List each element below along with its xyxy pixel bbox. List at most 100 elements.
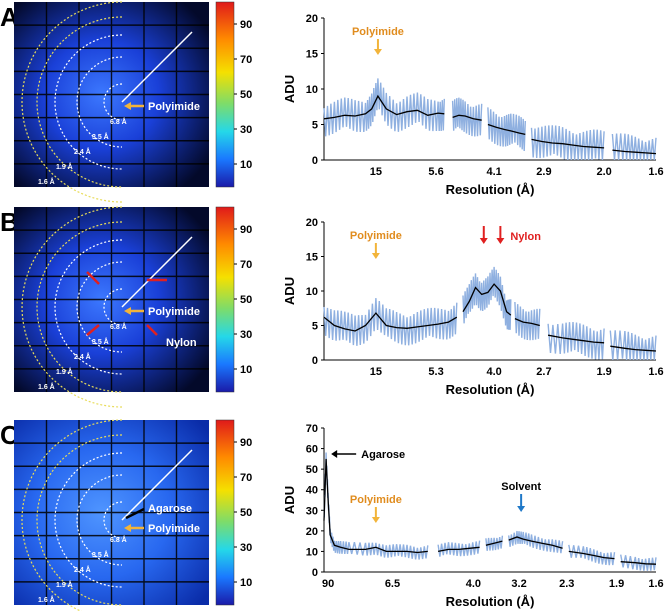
series-spread xyxy=(323,452,429,560)
y-tick-label: 0 xyxy=(312,155,318,167)
y-tick-label: 50 xyxy=(306,464,318,476)
resolution-ring xyxy=(36,434,123,606)
x-tick-label: 5.6 xyxy=(428,166,443,178)
ring-label: 3.5 Å xyxy=(92,132,109,141)
colorbar-tick-label: 30 xyxy=(240,329,252,341)
ring-label: 3.5 Å xyxy=(92,550,109,559)
colorbar-tick-label: 90 xyxy=(240,224,252,236)
series-mean-line xyxy=(612,149,657,155)
y-tick-label: 30 xyxy=(306,505,318,517)
polyimide-label: Polyimide xyxy=(148,101,200,113)
x-tick-label: 4.1 xyxy=(487,166,502,178)
ring-label: 6.8 Å xyxy=(110,117,127,126)
radial-profile-chart: 0 5 10 15 20 ADU 15 5.3 4.0 2.7 1.9 1.6 Resolution (… xyxy=(282,217,664,397)
x-axis-label: Resolution (Å) xyxy=(446,182,535,197)
detector-image: 6.8 Å3.5 Å2.4 Å1.9 Å1.6 Å Polyimide xyxy=(14,1,209,203)
x-tick-label: 2.0 xyxy=(596,166,611,178)
ring-label: 1.9 Å xyxy=(56,580,73,589)
y-tick-label: 20 xyxy=(306,13,318,25)
ring-label: 1.9 Å xyxy=(56,162,73,171)
resolution-ring xyxy=(36,16,123,188)
annotation-arrow-head xyxy=(331,450,338,458)
resolution-ring xyxy=(76,56,123,148)
series-mean-line xyxy=(323,94,445,120)
colorbar-tick-label: 90 xyxy=(240,19,252,31)
colorbar-tick-label: 50 xyxy=(240,294,252,306)
annotation-arrow-head xyxy=(496,238,505,244)
panel-c: C6.8 Å3.5 Å2.4 Å1.9 Å1.6 ÅAgarosePolyimi… xyxy=(0,419,664,611)
polyimide-arrow-head xyxy=(124,307,131,315)
annotation-arrow-head xyxy=(373,49,382,55)
x-tick-label: 1.6 xyxy=(648,366,663,378)
colorbar-tick-label: 70 xyxy=(240,472,252,484)
ring-label: 2.4 Å xyxy=(74,147,91,156)
colorbar-tick-label: 50 xyxy=(240,89,252,101)
panel-a: A6.8 Å3.5 Å2.4 Å1.9 Å1.6 ÅPolyimide90705… xyxy=(0,1,664,203)
resolution-ring xyxy=(76,474,123,566)
colorbar-tick-label: 10 xyxy=(240,364,252,376)
colorbar-tick-label: 90 xyxy=(240,437,252,449)
ring-label: 2.4 Å xyxy=(74,565,91,574)
x-tick-label: 1.6 xyxy=(648,578,663,590)
ring-label: 6.8 Å xyxy=(110,322,127,331)
series-spread xyxy=(462,266,512,330)
nylon-arrow xyxy=(146,324,158,336)
detector-tile-grid xyxy=(14,2,209,187)
series-mean-line xyxy=(462,283,512,316)
y-tick-label: 10 xyxy=(306,84,318,96)
resolution-ring xyxy=(21,419,123,611)
polyimide-label: Polyimide xyxy=(148,523,200,535)
series-mean-line xyxy=(531,138,605,149)
x-tick-label: 1.6 xyxy=(648,166,663,178)
detector-image: 6.8 Å3.5 Å2.4 Å1.9 Å1.6 Å Polyimide Nylon xyxy=(14,206,209,408)
series-mean-line xyxy=(508,536,563,549)
y-tick-label: 10 xyxy=(306,286,318,298)
annotation-label: Nylon xyxy=(510,231,541,243)
colorbar-tick-label: 10 xyxy=(240,159,252,171)
x-tick-label: 4.0 xyxy=(487,366,502,378)
colorbar-tick-label: 10 xyxy=(240,577,252,589)
colorbar: 90 70 50 30 10 xyxy=(215,1,252,188)
y-tick-label: 10 xyxy=(306,546,318,558)
x-tick-label: 1.9 xyxy=(609,578,624,590)
resolution-ring xyxy=(103,288,123,326)
panel-b: B6.8 Å3.5 Å2.4 Å1.9 Å1.6 ÅPolyimideNylon… xyxy=(0,206,664,408)
x-tick-label: 2.3 xyxy=(559,578,574,590)
series-spread xyxy=(437,540,481,557)
x-tick-label: 2.9 xyxy=(536,166,551,178)
series-spread xyxy=(611,133,657,161)
series-mean-line xyxy=(323,312,458,332)
series-mean-line xyxy=(452,114,482,121)
x-tick-label: 15 xyxy=(370,366,382,378)
ring-label: 1.6 Å xyxy=(38,382,55,391)
series-mean-line xyxy=(487,123,526,136)
y-axis-label: ADU xyxy=(282,486,297,514)
colorbar-tick-label: 50 xyxy=(240,507,252,519)
agarose-arrow xyxy=(125,507,145,520)
resolution-ring xyxy=(54,34,123,170)
polyimide-arrow-head xyxy=(124,524,131,532)
y-tick-label: 40 xyxy=(306,485,318,497)
x-tick-label: 5.3 xyxy=(428,366,443,378)
radial-profile-chart: 0 5 10 15 20 ADU 15 5.6 4.1 2.9 2.0 1.6 Resolution (… xyxy=(282,13,664,197)
series-spread xyxy=(530,125,605,161)
colorbar: 90 70 50 30 10 xyxy=(215,206,252,393)
ring-label: 1.6 Å xyxy=(38,177,55,186)
series-mean-line xyxy=(485,540,503,546)
x-tick-label: 6.5 xyxy=(385,578,400,590)
x-axis-label: Resolution (Å) xyxy=(446,382,535,397)
annotation-label: Polyimide xyxy=(350,494,402,506)
nylon-label: Nylon xyxy=(166,337,197,349)
colorbar-gradient xyxy=(215,419,235,606)
x-axis-label: Resolution (Å) xyxy=(446,594,535,609)
series-spread xyxy=(487,107,526,152)
colorbar-tick-label: 30 xyxy=(240,124,252,136)
y-tick-label: 60 xyxy=(306,444,318,456)
y-tick-label: 15 xyxy=(306,252,318,264)
ring-label: 1.6 Å xyxy=(38,595,55,604)
radial-profile-chart: 0 10 20 30 40 50 60 70 ADU 90 6.5 4.0 3.2 2.3 1.9 1.6 Re… xyxy=(282,423,664,609)
y-tick-label: 20 xyxy=(306,217,318,229)
colorbar-gradient xyxy=(215,206,235,393)
annotation-label: Polyimide xyxy=(350,230,402,242)
series-mean-line xyxy=(568,550,615,560)
